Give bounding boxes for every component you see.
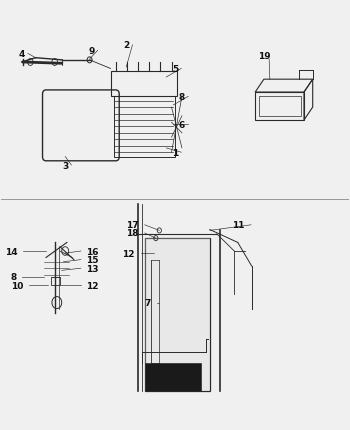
Text: 12: 12 [86, 281, 99, 290]
Text: 14: 14 [6, 247, 18, 256]
Text: 11: 11 [232, 221, 245, 230]
Text: 10: 10 [11, 281, 23, 290]
Text: 8: 8 [179, 92, 185, 101]
Text: 3: 3 [62, 161, 68, 170]
Text: 17: 17 [126, 221, 138, 230]
Text: 5: 5 [172, 65, 178, 74]
Text: 13: 13 [86, 264, 99, 273]
Text: 18: 18 [126, 229, 138, 238]
Text: 6: 6 [179, 120, 185, 129]
Bar [145, 363, 201, 391]
Bar [259, 97, 301, 117]
Text: 19: 19 [258, 52, 270, 61]
Text: 12: 12 [122, 249, 135, 258]
Text: 15: 15 [86, 255, 99, 264]
Bar [255, 93, 304, 121]
Text: 4: 4 [19, 50, 25, 59]
Bar [145, 239, 210, 391]
Text: 2: 2 [123, 41, 129, 50]
Text: 8: 8 [10, 273, 16, 282]
Text: 9: 9 [88, 47, 95, 56]
Text: 16: 16 [86, 247, 99, 256]
Bar [145, 239, 210, 391]
Bar [111, 71, 177, 97]
Bar [114, 97, 175, 157]
Text: 1: 1 [172, 148, 178, 157]
Text: 7: 7 [144, 298, 150, 307]
Bar [51, 277, 60, 286]
